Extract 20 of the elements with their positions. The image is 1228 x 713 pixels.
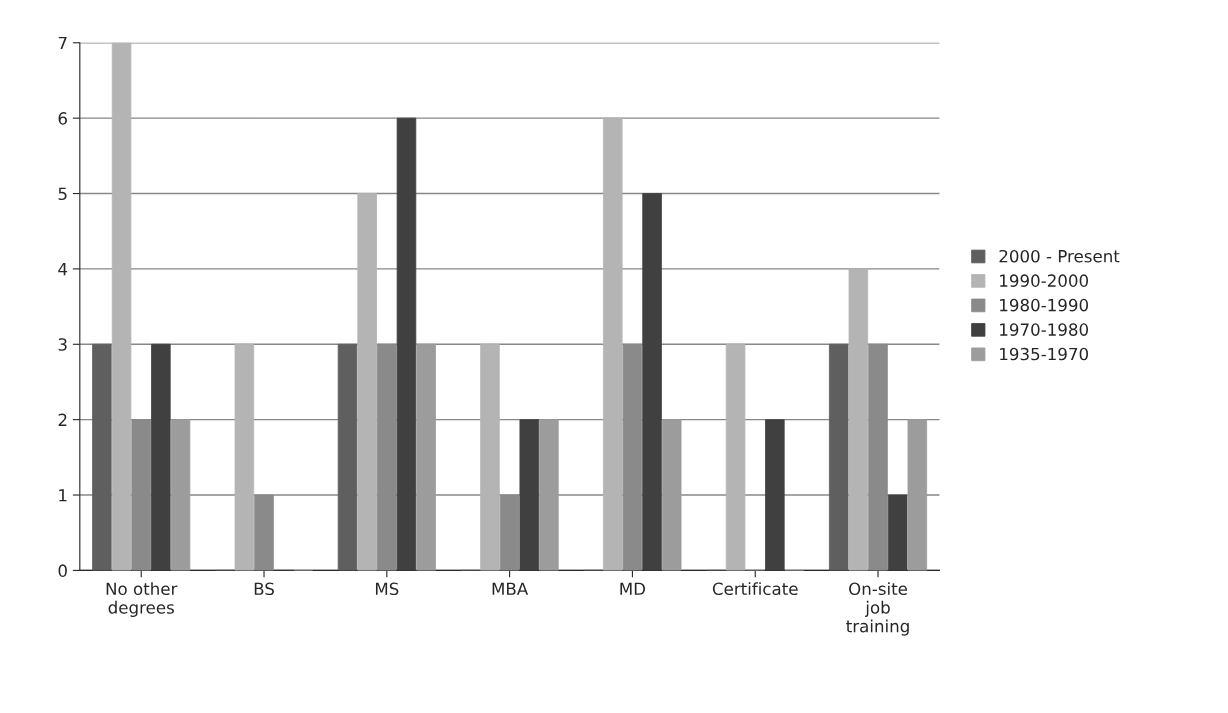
legend-label: 1990-2000 [1000, 274, 1089, 287]
x-tick-label: MBA [492, 582, 529, 595]
x-tick-label: BS [254, 582, 274, 596]
legend-label: 1970-1980 [1000, 323, 1089, 336]
y-tick-label: 3 [58, 338, 67, 351]
y-tick-label: 7 [58, 36, 67, 50]
y-tick-label: 4 [58, 263, 68, 276]
x-tick-label: Certificate [712, 582, 798, 596]
y-tick-label: 1 [59, 489, 67, 502]
y-tick-label: 5 [58, 187, 67, 201]
y-tick-label: 0 [58, 564, 67, 577]
x-tick-label: MS [375, 582, 399, 596]
x-tick-label: MD [620, 582, 646, 595]
x-tick-label: No other degrees [106, 582, 178, 617]
y-tick-label: 2 [58, 413, 67, 426]
legend-label: 2000 - Present [999, 249, 1120, 263]
y-tick-label: 6 [58, 112, 67, 125]
legend-label: 1980-1990 [1000, 298, 1089, 312]
x-tick-label: On-site job training [846, 582, 909, 636]
legend-label: 1935-1970 [1000, 347, 1089, 361]
